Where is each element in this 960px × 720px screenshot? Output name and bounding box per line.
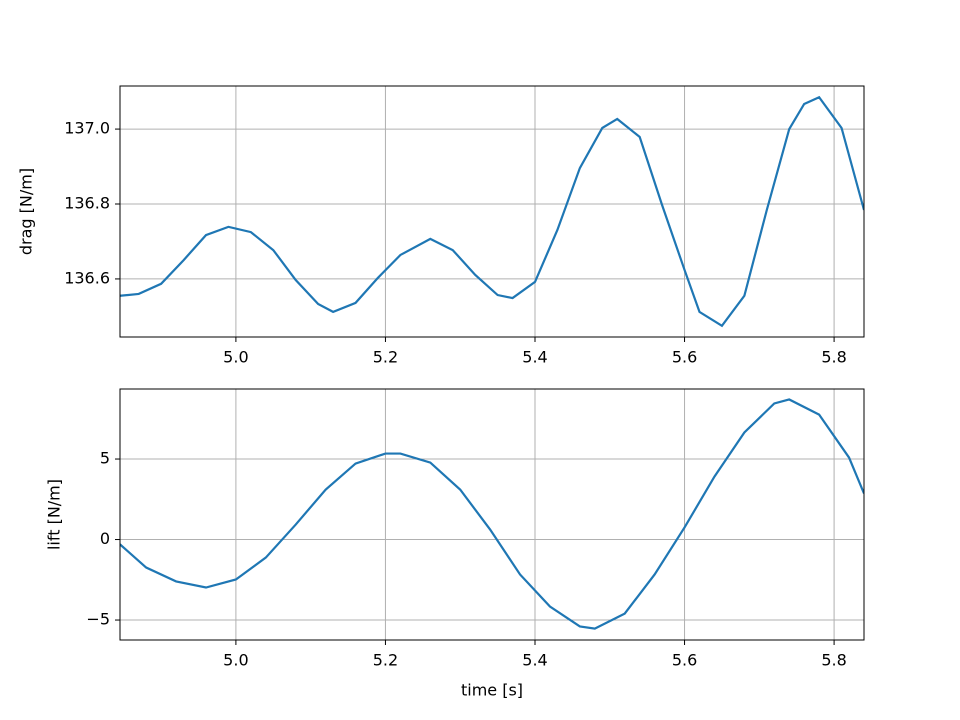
x-tick-label: 5.6 [672, 651, 697, 670]
x-tick-label: 5.8 [821, 651, 846, 670]
y-tick-label: 137.0 [64, 119, 110, 138]
axes-frame [119, 85, 865, 338]
x-axis-label: time [s] [461, 681, 523, 700]
axes-frame [119, 388, 865, 641]
y-tick-label: 5 [100, 449, 110, 468]
y-axis-label: drag [N/m] [17, 168, 36, 255]
x-tick-label: 5.0 [223, 348, 248, 367]
y-tick-label: −5 [86, 610, 110, 629]
x-tick-label: 5.6 [672, 348, 697, 367]
x-tick-label: 5.4 [522, 651, 547, 670]
y-axis-label: lift [N/m] [45, 479, 64, 550]
x-tick-label: 5.2 [373, 651, 398, 670]
y-tick-label: 136.8 [64, 194, 110, 213]
x-tick-label: 5.0 [223, 651, 248, 670]
x-tick-label: 5.4 [522, 348, 547, 367]
x-tick-label: 5.8 [821, 348, 846, 367]
x-tick-label: 5.2 [373, 348, 398, 367]
y-tick-label: 136.6 [64, 268, 110, 287]
data-line [120, 398, 864, 630]
data-line [120, 95, 864, 328]
y-tick-label: 0 [100, 529, 110, 548]
